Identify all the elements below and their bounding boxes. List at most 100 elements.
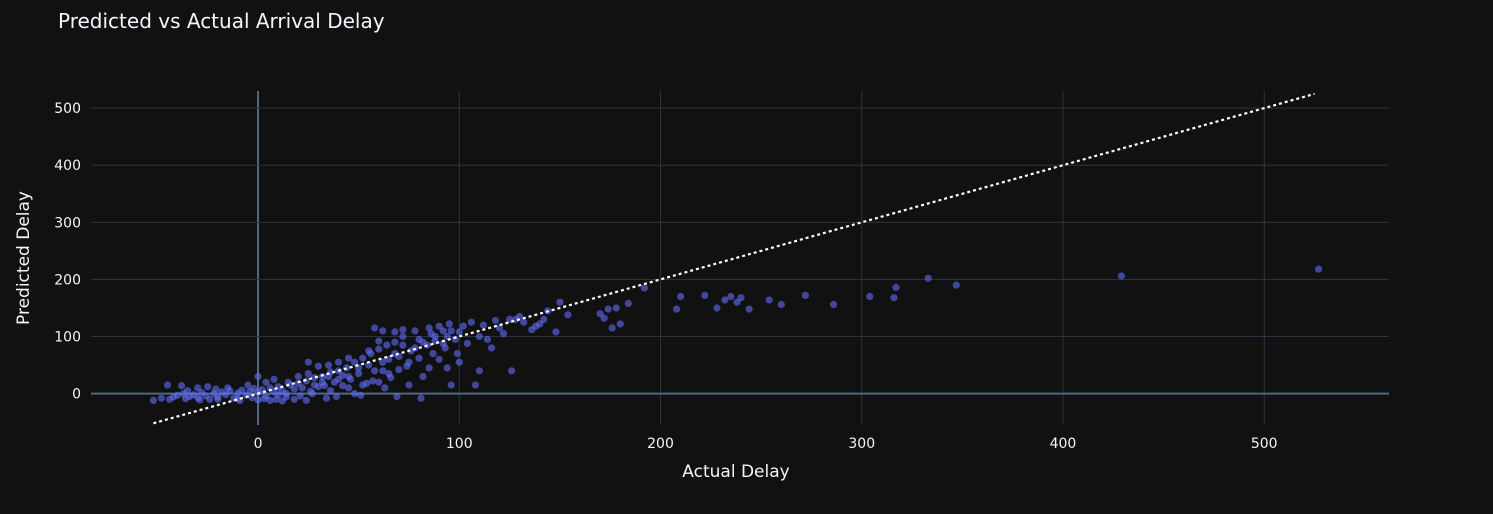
scatter-point: [383, 341, 391, 349]
scatter-point: [447, 381, 455, 389]
scatter-point: [375, 337, 383, 345]
scatter-point: [262, 378, 270, 386]
scatter-point: [471, 381, 479, 389]
reference-line-layer: [153, 92, 1315, 425]
scatter-point: [1117, 272, 1125, 280]
scatter-point: [552, 328, 560, 336]
data-points: [149, 265, 1323, 405]
scatter-point: [359, 381, 367, 389]
scatter-point: [224, 384, 232, 392]
scatter-point: [165, 395, 174, 403]
scatter-point: [479, 321, 487, 329]
x-tick-label: 100: [446, 436, 473, 452]
scatter-point: [447, 327, 455, 335]
scatter-point: [355, 370, 363, 378]
scatter-point: [173, 391, 182, 399]
scatter-point: [866, 292, 874, 301]
scatter-point: [371, 367, 379, 375]
scatter-point: [443, 364, 451, 372]
scatter-point: [266, 396, 274, 404]
scatter-point: [415, 354, 423, 362]
y-tick-label: 500: [54, 101, 81, 117]
scatter-point: [332, 392, 341, 401]
y-tick-label: 100: [54, 330, 81, 346]
scatter-point: [357, 391, 365, 399]
scatter-point: [371, 324, 379, 332]
scatter-point: [274, 391, 282, 399]
x-tick-label: 400: [1050, 436, 1077, 452]
scatter-point: [608, 324, 616, 332]
scatter-point: [282, 390, 290, 398]
scatter-point: [345, 372, 353, 381]
scatter-point: [425, 324, 433, 332]
scatter-point: [290, 385, 298, 393]
scatter-point: [214, 395, 222, 403]
scatter-point: [564, 311, 572, 319]
scatter-point: [324, 361, 333, 369]
scatter-point: [765, 296, 773, 304]
scatter-point: [417, 394, 425, 402]
scatter-point: [385, 370, 393, 378]
y-tick-label: 300: [54, 215, 81, 231]
scatter-point: [351, 390, 359, 398]
scatter-point: [284, 378, 292, 386]
scatter-point: [467, 318, 475, 326]
scatter-point: [157, 394, 165, 402]
scatter-point: [339, 382, 347, 390]
scatter-point: [298, 384, 306, 392]
scatter-point: [359, 354, 367, 362]
scatter-point: [379, 367, 387, 375]
scatter-point: [604, 305, 612, 313]
scatter-point: [304, 370, 312, 378]
scatter-point: [381, 384, 389, 392]
scatter-point: [419, 338, 427, 346]
scatter-point: [411, 344, 419, 352]
scatter-point: [308, 390, 316, 398]
x-tick-label: 300: [848, 436, 875, 452]
scatter-point: [445, 320, 453, 328]
scatter-point: [196, 396, 204, 404]
scatter-point: [727, 292, 735, 301]
scatter-point: [624, 299, 632, 307]
y-tick-label: 400: [54, 158, 81, 174]
scatter-point: [369, 377, 377, 385]
scatter-point: [391, 338, 399, 346]
scatter-point: [296, 392, 304, 400]
scatter-point: [616, 320, 624, 328]
scatter-point: [425, 364, 433, 372]
scatter-point: [830, 300, 838, 309]
reference-line: [153, 92, 1315, 425]
scatter-point: [310, 381, 318, 389]
scatter-point: [254, 396, 262, 404]
scatter-point: [520, 318, 528, 326]
scatter-point: [1315, 265, 1323, 273]
y-tick-label: 200: [54, 272, 81, 288]
scatter-point: [393, 392, 401, 401]
x-tick-label: 0: [254, 436, 263, 452]
scatter-point: [439, 327, 447, 335]
scatter-point: [475, 367, 483, 375]
scatter-point: [326, 387, 335, 395]
scatter-point: [149, 396, 157, 404]
scatter-point: [391, 328, 399, 336]
grid-lines: [91, 91, 1389, 425]
y-axis-title: Predicted Delay: [14, 191, 34, 325]
scatter-point: [365, 361, 373, 369]
scatter-point: [212, 385, 220, 393]
scatter-point: [310, 374, 318, 382]
scatter-point: [345, 354, 353, 362]
scatter-point: [351, 358, 359, 366]
scatter-point: [435, 355, 443, 363]
scatter-point: [924, 274, 932, 282]
scatter-point: [892, 283, 900, 291]
scatter-point: [163, 381, 172, 389]
scatter-point: [516, 312, 524, 321]
scatter-point: [508, 367, 516, 375]
scatter-point: [194, 384, 202, 392]
scatter-point: [801, 291, 810, 299]
scatter-point: [419, 372, 427, 381]
scatter-point: [294, 372, 302, 381]
scatter-point: [455, 328, 463, 336]
scatter-point: [324, 372, 333, 381]
